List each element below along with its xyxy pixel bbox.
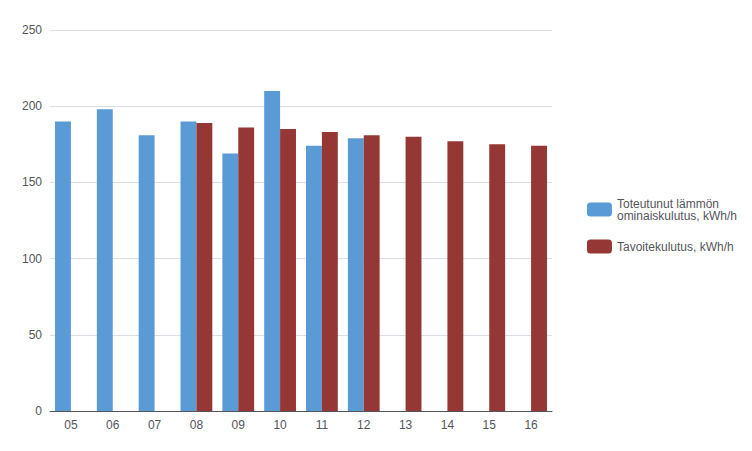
- svg-text:05: 05: [64, 418, 78, 432]
- svg-text:13: 13: [399, 418, 413, 432]
- svg-text:07: 07: [148, 418, 162, 432]
- svg-text:06: 06: [106, 418, 120, 432]
- svg-text:10: 10: [273, 418, 287, 432]
- svg-text:08: 08: [190, 418, 204, 432]
- svg-text:200: 200: [22, 99, 42, 113]
- svg-text:0: 0: [35, 404, 42, 418]
- svg-text:100: 100: [22, 252, 42, 266]
- svg-text:150: 150: [22, 175, 42, 189]
- svg-text:16: 16: [524, 418, 538, 432]
- svg-text:250: 250: [22, 23, 42, 37]
- svg-text:11: 11: [316, 418, 329, 432]
- svg-text:ominaiskulutus, kWh/h: ominaiskulutus, kWh/h: [617, 209, 737, 223]
- svg-text:15: 15: [483, 418, 497, 432]
- svg-text:12: 12: [357, 418, 371, 432]
- svg-text:09: 09: [232, 418, 246, 432]
- svg-text:Tavoitekulutus, kWh/h: Tavoitekulutus, kWh/h: [617, 240, 734, 254]
- svg-text:Toteutunut lämmön: Toteutunut lämmön: [617, 196, 719, 211]
- svg-text:50: 50: [29, 328, 43, 342]
- svg-text:14: 14: [441, 418, 455, 432]
